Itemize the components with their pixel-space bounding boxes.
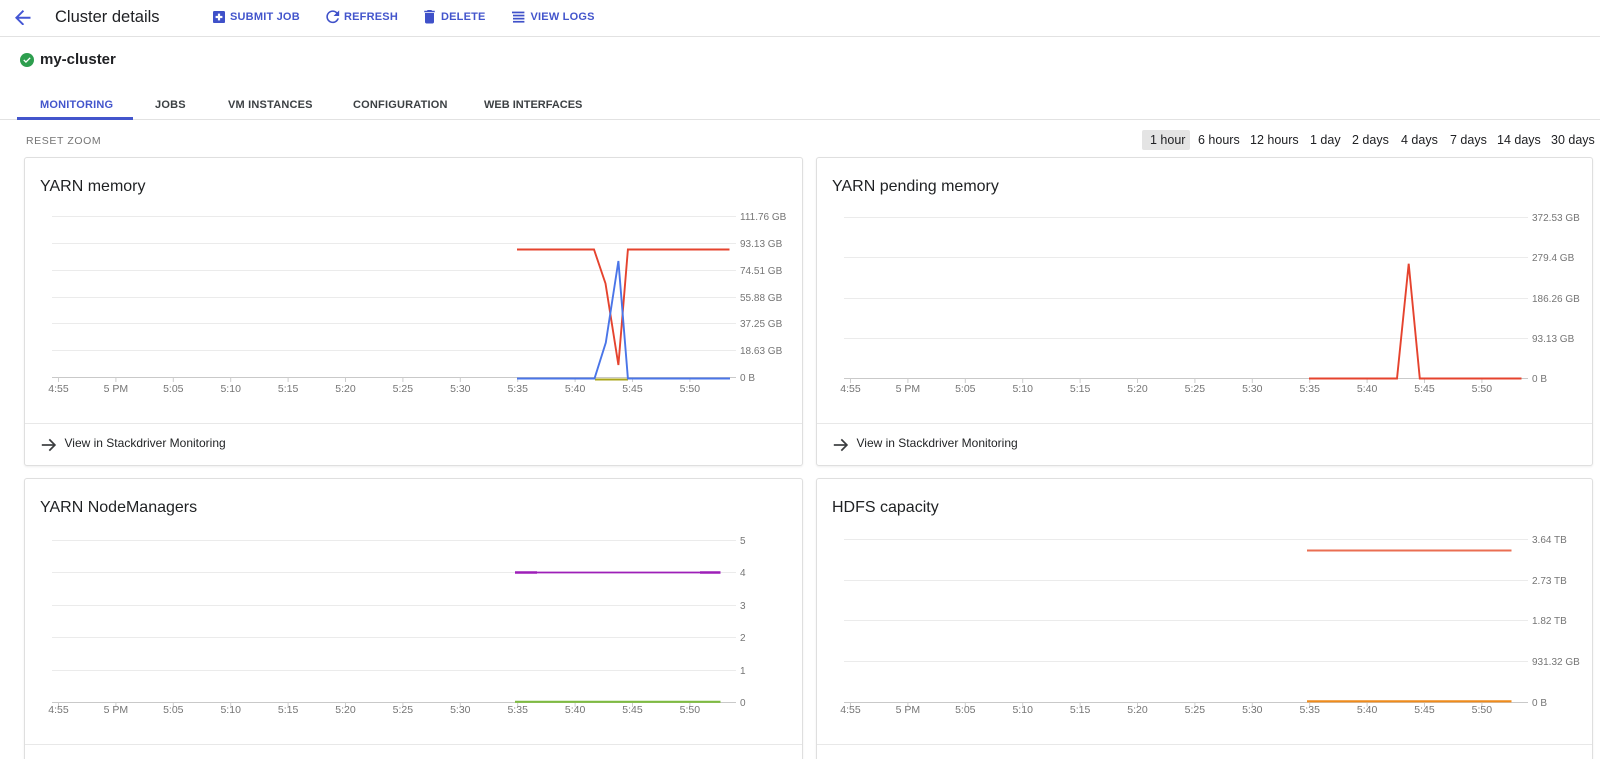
svg-text:37.25 GB: 37.25 GB (740, 319, 783, 330)
svg-text:5:15: 5:15 (278, 383, 299, 395)
svg-text:5:30: 5:30 (450, 383, 471, 395)
svg-text:5:05: 5:05 (163, 383, 184, 395)
svg-text:5:25: 5:25 (1185, 704, 1206, 716)
svg-text:5:20: 5:20 (1127, 383, 1148, 395)
svg-text:5:30: 5:30 (1242, 383, 1263, 395)
svg-text:55.88 GB: 55.88 GB (740, 293, 783, 304)
svg-text:186.26 GB: 186.26 GB (1532, 294, 1580, 305)
svg-text:5:50: 5:50 (1472, 704, 1493, 716)
svg-text:5:35: 5:35 (1299, 383, 1320, 395)
svg-text:4: 4 (740, 568, 746, 579)
svg-text:5:10: 5:10 (220, 704, 241, 716)
svg-text:5:05: 5:05 (955, 704, 976, 716)
svg-text:3: 3 (740, 601, 746, 612)
svg-text:0 B: 0 B (1532, 698, 1547, 709)
svg-text:5:05: 5:05 (955, 383, 976, 395)
svg-text:1.82 TB: 1.82 TB (1532, 616, 1567, 627)
svg-text:5:30: 5:30 (450, 704, 471, 716)
svg-text:5:45: 5:45 (622, 704, 643, 716)
svg-text:5:35: 5:35 (1299, 704, 1320, 716)
svg-text:74.51 GB: 74.51 GB (740, 266, 783, 277)
svg-text:5:40: 5:40 (565, 704, 586, 716)
svg-text:5 PM: 5 PM (896, 704, 921, 716)
svg-text:931.32 GB: 931.32 GB (1532, 657, 1580, 668)
svg-text:5 PM: 5 PM (104, 383, 129, 395)
svg-text:5:50: 5:50 (680, 704, 701, 716)
svg-text:5:35: 5:35 (507, 383, 528, 395)
svg-text:4:55: 4:55 (48, 383, 69, 395)
svg-text:5 PM: 5 PM (896, 383, 921, 395)
svg-text:93.13 GB: 93.13 GB (1532, 334, 1575, 345)
svg-text:5:40: 5:40 (1357, 383, 1378, 395)
svg-text:18.63 GB: 18.63 GB (740, 346, 783, 357)
svg-text:5:15: 5:15 (1070, 704, 1091, 716)
svg-text:5:20: 5:20 (335, 383, 356, 395)
svg-text:5:05: 5:05 (163, 704, 184, 716)
svg-text:0: 0 (740, 698, 746, 709)
svg-text:5:15: 5:15 (1070, 383, 1091, 395)
svg-text:2: 2 (740, 633, 746, 644)
svg-text:372.53 GB: 372.53 GB (1532, 213, 1580, 224)
svg-text:5:10: 5:10 (1012, 704, 1033, 716)
svg-text:5:20: 5:20 (1127, 704, 1148, 716)
svg-text:5: 5 (740, 536, 746, 547)
svg-text:5:40: 5:40 (1357, 704, 1378, 716)
svg-text:4:55: 4:55 (48, 704, 69, 716)
svg-text:5:10: 5:10 (220, 383, 241, 395)
svg-text:1: 1 (740, 666, 746, 677)
svg-text:0 B: 0 B (1532, 374, 1547, 385)
svg-text:5:15: 5:15 (278, 704, 299, 716)
svg-text:2.73 TB: 2.73 TB (1532, 576, 1567, 587)
svg-text:5:25: 5:25 (393, 383, 414, 395)
svg-text:5:50: 5:50 (680, 383, 701, 395)
svg-text:5:45: 5:45 (622, 383, 643, 395)
svg-text:5:25: 5:25 (393, 704, 414, 716)
svg-text:5:45: 5:45 (1414, 704, 1435, 716)
svg-text:279.4 GB: 279.4 GB (1532, 253, 1575, 264)
svg-text:0 B: 0 B (740, 373, 755, 384)
svg-text:5 PM: 5 PM (104, 704, 129, 716)
svg-text:93.13 GB: 93.13 GB (740, 239, 783, 250)
svg-text:5:30: 5:30 (1242, 704, 1263, 716)
svg-text:111.76 GB: 111.76 GB (740, 212, 787, 223)
svg-text:5:10: 5:10 (1012, 383, 1033, 395)
svg-text:3.64 TB: 3.64 TB (1532, 535, 1567, 546)
svg-text:5:20: 5:20 (335, 704, 356, 716)
svg-text:4:55: 4:55 (840, 704, 861, 716)
svg-text:5:35: 5:35 (507, 704, 528, 716)
svg-text:5:50: 5:50 (1472, 383, 1493, 395)
svg-text:5:40: 5:40 (565, 383, 586, 395)
svg-text:4:55: 4:55 (840, 383, 861, 395)
svg-text:5:45: 5:45 (1414, 383, 1435, 395)
svg-text:5:25: 5:25 (1185, 383, 1206, 395)
